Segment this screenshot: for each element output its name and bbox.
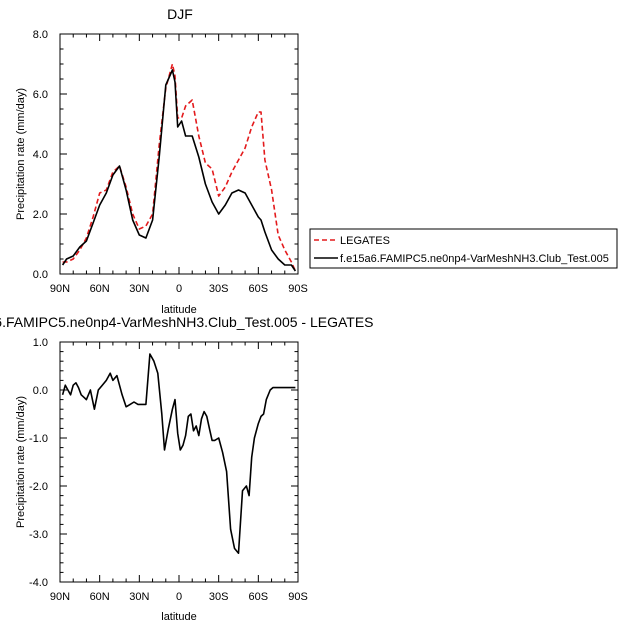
top-x-tick-label: 90S <box>288 283 308 295</box>
top-x-axis-label: latitude <box>161 304 196 316</box>
top-chart-title: DJF <box>167 6 193 22</box>
top-y-tick-label: 2.0 <box>33 209 48 221</box>
bottom-x-tick-label: 30S <box>209 591 229 603</box>
bottom-x-tick-label: 90N <box>50 591 70 603</box>
bottom-x-tick-label: 60N <box>90 591 110 603</box>
top-y-tick-label: 4.0 <box>33 149 48 161</box>
top-x-tick-label: 0 <box>176 283 182 295</box>
bottom-y-tick-label: 1.0 <box>33 337 48 349</box>
top-x-tick-label: 60S <box>249 283 269 295</box>
bottom-x-tick-label: 60S <box>249 591 269 603</box>
legend-label-model: f.e15a6.FAMIPC5.ne0np4-VarMeshNH3.Club_T… <box>340 253 609 265</box>
top-series-line-model <box>61 69 297 272</box>
bottom-chart-title: a6.FAMIPC5.ne0np4-VarMeshNH3.Club_Test.0… <box>0 314 374 330</box>
bottom-chart: a6.FAMIPC5.ne0np4-VarMeshNH3.Club_Test.0… <box>0 314 374 623</box>
top-x-tick-label: 60N <box>90 283 110 295</box>
bottom-y-tick-label: -2.0 <box>29 481 48 493</box>
top-plot-frame <box>59 33 299 275</box>
bottom-series-line-difference <box>61 353 296 555</box>
legend-label-legates: LEGATES <box>340 235 390 247</box>
bottom-y-tick-label: -3.0 <box>29 529 48 541</box>
top-x-tick-label: 30S <box>209 283 229 295</box>
bottom-y-tick-label: -1.0 <box>29 433 48 445</box>
bottom-x-tick-label: 30N <box>129 591 149 603</box>
bottom-y-tick-label: -4.0 <box>29 577 48 589</box>
top-x-tick-label: 90N <box>50 283 70 295</box>
bottom-y-axis-label: Precipitation rate (mm/day) <box>15 396 27 528</box>
top-series-line-legates <box>62 63 297 272</box>
bottom-x-tick-label: 90S <box>288 591 308 603</box>
top-chart: DJF 90N 60N 30N 0 30S 60S 90S 0.0 2.0 4.0 6.0 8.0 l… <box>15 6 618 316</box>
legend-box <box>309 228 618 269</box>
bottom-x-axis-label: latitude <box>161 611 196 623</box>
bottom-y-tick-label: 0.0 <box>33 385 48 397</box>
top-x-tick-label: 30N <box>129 283 149 295</box>
top-y-tick-label: 0.0 <box>33 269 48 281</box>
bottom-x-tick-label: 0 <box>176 591 182 603</box>
top-y-tick-label: 8.0 <box>33 29 48 41</box>
legend: LEGATES f.e15a6.FAMIPC5.ne0np4-VarMeshNH… <box>309 228 618 269</box>
bottom-plot-frame <box>59 341 299 583</box>
top-y-axis-label: Precipitation rate (mm/day) <box>15 88 27 220</box>
top-y-tick-label: 6.0 <box>33 89 48 101</box>
